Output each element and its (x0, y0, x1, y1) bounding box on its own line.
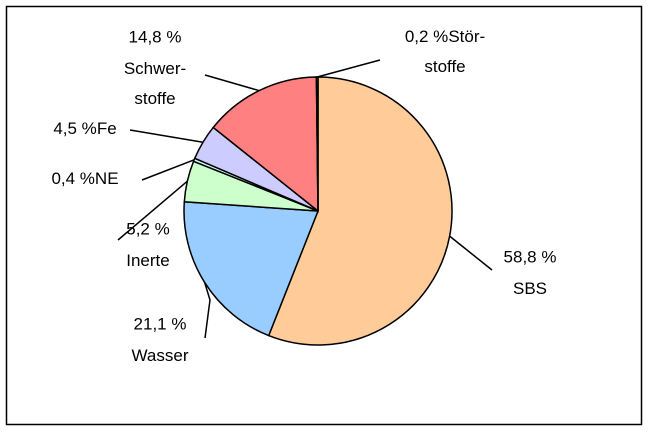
pie-slice (183, 200, 320, 337)
label-line: Stör- (448, 27, 485, 46)
value-label: 4,5 % (53, 119, 96, 138)
category-label: Wasser (132, 346, 189, 365)
label-line: NE (95, 169, 119, 188)
leader-line (117, 180, 188, 241)
label-line: stoffe (134, 89, 175, 108)
category-label: Inerte (126, 251, 169, 270)
category-label: Fe (97, 119, 117, 138)
label-line: stoffe (424, 57, 465, 76)
label-line: SBS (513, 279, 547, 298)
leader-line (449, 235, 493, 271)
leader-line (204, 74, 260, 92)
label-line: Schwer- (124, 59, 186, 78)
value-label: 21,1 % (134, 314, 187, 333)
category-label: Stör-stoffe (424, 27, 485, 76)
value-label: 5,2 % (126, 219, 169, 238)
leader-line (317, 59, 381, 78)
slice-label: 0,4 %NE (51, 169, 118, 188)
pie-slice (212, 76, 319, 213)
leader-line (129, 129, 204, 144)
label-line: Inerte (126, 251, 169, 270)
slice-label: 0,2 %Stör-stoffe (405, 27, 485, 76)
category-label: SBS (513, 279, 547, 298)
slice-label: 4,5 %Fe (53, 119, 116, 138)
leader-line (141, 159, 195, 181)
value-label: 0,4 % (51, 169, 94, 188)
pie-slice (267, 76, 453, 346)
leader-line (203, 282, 211, 339)
category-label: NE (95, 169, 119, 188)
value-label: 0,2 % (405, 27, 448, 46)
value-label: 58,8 % (504, 247, 557, 266)
category-label: Schwer-stoffe (124, 59, 186, 108)
value-label: 14,8 % (129, 27, 182, 46)
label-line: Fe (97, 119, 117, 138)
label-line: Wasser (132, 346, 189, 365)
